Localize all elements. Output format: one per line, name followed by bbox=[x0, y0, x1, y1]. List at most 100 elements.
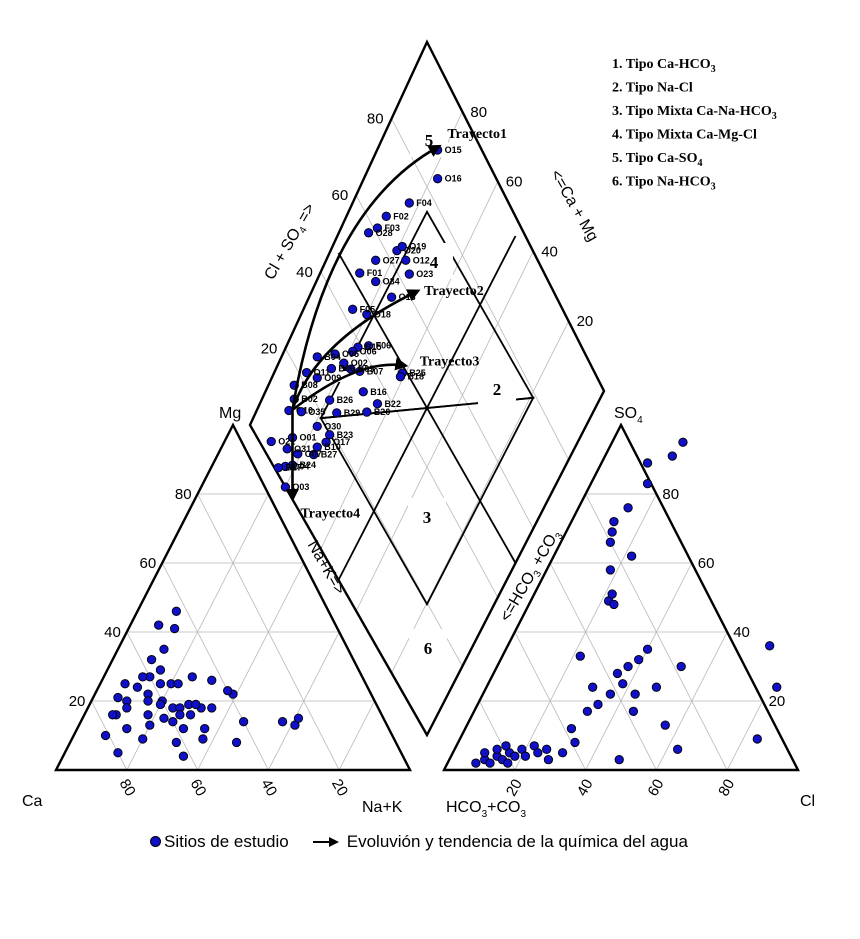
anion-triangle-grid-line bbox=[479, 700, 516, 771]
legend-item-subscript: 3 bbox=[711, 182, 716, 193]
anion-point bbox=[630, 689, 640, 699]
diamond-point-label: O05 bbox=[342, 349, 359, 359]
cation-mg-tick: 60 bbox=[140, 555, 157, 572]
cation-point bbox=[171, 737, 182, 748]
anion-so4-tick: 80 bbox=[662, 486, 679, 503]
diamond-point-label: O23 bbox=[416, 269, 433, 279]
cation-nak-corner: Na+K bbox=[362, 799, 403, 816]
diamond-point-label: O07 bbox=[305, 449, 322, 459]
anion-triangle-grid-line bbox=[549, 562, 657, 771]
cation-point bbox=[155, 679, 166, 689]
anion-point bbox=[765, 641, 775, 651]
diamond-grid-line bbox=[355, 251, 534, 612]
anion-point bbox=[605, 565, 616, 575]
anion-point bbox=[651, 682, 662, 692]
anion-point bbox=[566, 723, 577, 734]
anion-point bbox=[607, 527, 617, 537]
legend-item: 2. Tipo Na-Cl bbox=[612, 81, 693, 96]
cation-point bbox=[169, 623, 180, 634]
key-points-label: Sitios de estudio bbox=[164, 831, 289, 851]
cation-point bbox=[159, 713, 169, 723]
anion-point bbox=[605, 537, 616, 547]
anion-cl-tick: 60 bbox=[644, 776, 667, 799]
anion-point bbox=[593, 699, 603, 710]
anion-hco3-corner: HCO3+CO3 bbox=[446, 799, 526, 820]
diamond-point-label: O03 bbox=[292, 482, 309, 492]
diamond-frame bbox=[248, 39, 606, 738]
diamond-point-label: B08 bbox=[301, 380, 318, 390]
cation-triangle-frame bbox=[54, 422, 412, 772]
diamond-point bbox=[312, 442, 322, 452]
triangle-frames bbox=[54, 39, 800, 772]
cation-point bbox=[185, 710, 196, 720]
diamond-point bbox=[358, 387, 368, 397]
legend-item-subscript: 4 bbox=[697, 158, 702, 169]
diamond-point bbox=[266, 436, 276, 447]
anion-point bbox=[672, 744, 683, 754]
trajectory-arrow bbox=[291, 144, 442, 411]
type-legend: 1. Tipo Ca-HCO3 2. Tipo Na-Cl 3. Tipo Mixt… bbox=[612, 57, 777, 193]
cation-point bbox=[100, 730, 111, 741]
figure-key: Sitios de estudio Evoluvión y tendencia d… bbox=[150, 831, 688, 852]
anion-point bbox=[557, 748, 568, 758]
anion-cl-tick: 80 bbox=[715, 776, 738, 799]
cation-point bbox=[143, 696, 153, 706]
cation-ca-tick: 20 bbox=[328, 776, 351, 799]
cation-point bbox=[122, 703, 132, 713]
cation-point bbox=[207, 703, 217, 713]
trajectory-label: Trayecto4 bbox=[300, 506, 360, 521]
anion-point bbox=[492, 744, 502, 754]
cation-point bbox=[200, 723, 210, 734]
anion-point bbox=[480, 748, 490, 758]
anion-point bbox=[660, 720, 670, 730]
anion-point bbox=[612, 668, 623, 679]
diamond-point-label: B07 bbox=[367, 366, 384, 376]
anion-point bbox=[543, 755, 554, 765]
cation-point bbox=[155, 699, 166, 710]
diamond-point-label: O30 bbox=[324, 421, 341, 431]
zone-boundary bbox=[319, 396, 535, 607]
diamond-point-label: B25 bbox=[409, 368, 426, 378]
anion-point bbox=[618, 679, 628, 689]
diamond-grid-line bbox=[391, 118, 569, 460]
anion-point bbox=[667, 451, 677, 461]
zone-label-box bbox=[408, 498, 446, 534]
cation-point bbox=[187, 672, 197, 682]
legend-item: 4. Tipo Mixta Ca-Mg-Cl bbox=[612, 128, 757, 143]
zone-label-6: 6 bbox=[424, 639, 433, 658]
anion-cl-corner: Cl bbox=[800, 793, 815, 810]
cation-point bbox=[159, 644, 169, 654]
diamond-point-label: F04 bbox=[416, 198, 432, 208]
anion-point bbox=[520, 751, 531, 761]
diamond-point bbox=[312, 373, 322, 383]
diamond-point-label: B15 bbox=[365, 342, 382, 352]
diamond-point bbox=[324, 395, 335, 405]
zone-label-3: 3 bbox=[423, 508, 432, 527]
diamond-point bbox=[348, 304, 358, 314]
diamond-point-label: B06 bbox=[338, 364, 355, 374]
anion-point bbox=[623, 503, 633, 513]
legend-item: 5. Tipo Ca-SO4 bbox=[612, 151, 702, 169]
diamond-point bbox=[296, 407, 306, 417]
cation-point bbox=[120, 679, 130, 689]
diamond-point bbox=[348, 346, 358, 357]
diamond-point-label: B18 bbox=[407, 372, 424, 382]
anion-point bbox=[609, 599, 619, 610]
diamond-point-label: O15 bbox=[445, 145, 462, 155]
legend-item: 1. Tipo Ca-HCO3 bbox=[612, 57, 716, 75]
anion-point bbox=[471, 758, 481, 768]
cation-point bbox=[178, 723, 189, 734]
cation-point bbox=[113, 692, 123, 703]
diamond-point-label: B27 bbox=[321, 450, 338, 460]
cation-point bbox=[122, 723, 132, 734]
cation-point bbox=[198, 734, 208, 744]
anion-point bbox=[642, 478, 653, 489]
cation-triangle-grid-line bbox=[338, 700, 375, 771]
diamond-point bbox=[371, 255, 381, 265]
anion-triangle-frame bbox=[442, 422, 800, 772]
cation-triangle-grid-line bbox=[161, 562, 269, 771]
anion-point bbox=[614, 755, 624, 765]
diamond-point bbox=[401, 255, 411, 265]
zone-label-box bbox=[478, 370, 516, 406]
diamond-point bbox=[324, 430, 335, 440]
